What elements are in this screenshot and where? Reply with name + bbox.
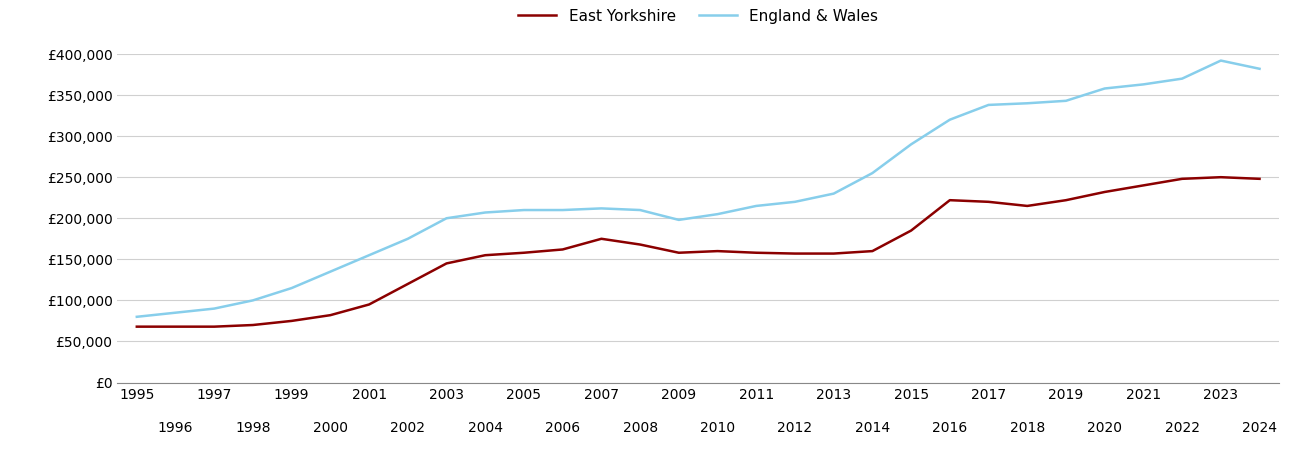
Text: 2018: 2018 bbox=[1010, 421, 1045, 436]
Text: 2022: 2022 bbox=[1164, 421, 1199, 436]
Text: 1996: 1996 bbox=[158, 421, 193, 436]
Text: 2024: 2024 bbox=[1242, 421, 1278, 436]
Text: 1998: 1998 bbox=[235, 421, 270, 436]
Text: 2012: 2012 bbox=[778, 421, 813, 436]
Text: 2000: 2000 bbox=[313, 421, 348, 436]
Text: 2020: 2020 bbox=[1087, 421, 1122, 436]
Text: 2016: 2016 bbox=[932, 421, 967, 436]
Text: 2004: 2004 bbox=[467, 421, 502, 436]
Text: 2010: 2010 bbox=[699, 421, 735, 436]
Text: 2006: 2006 bbox=[545, 421, 581, 436]
Text: 2014: 2014 bbox=[855, 421, 890, 436]
Text: 2008: 2008 bbox=[622, 421, 658, 436]
Text: 2002: 2002 bbox=[390, 421, 425, 436]
Legend: East Yorkshire, England & Wales: East Yorkshire, England & Wales bbox=[512, 3, 885, 30]
